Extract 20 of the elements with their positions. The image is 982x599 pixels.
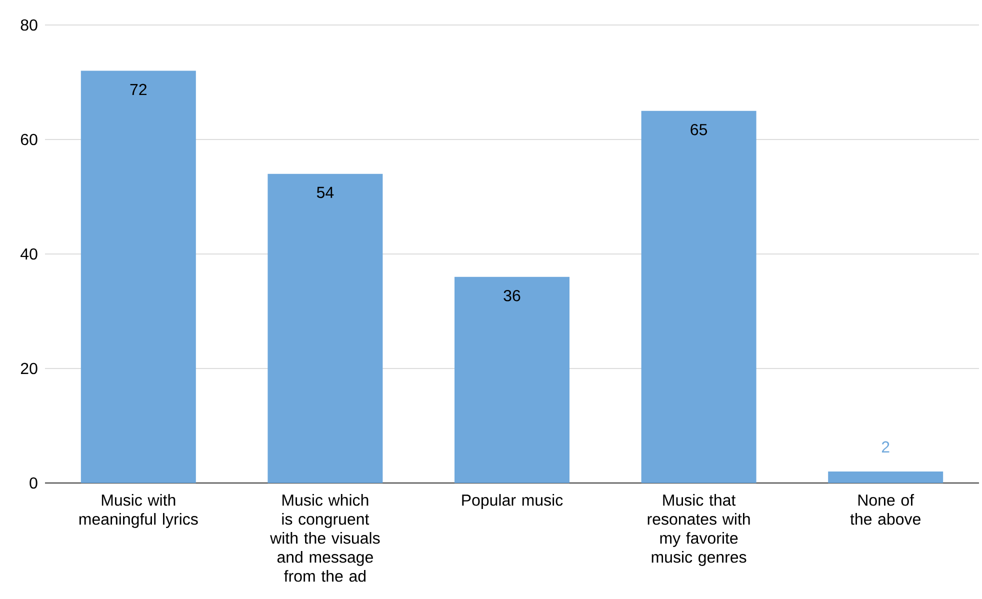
bar xyxy=(641,110,756,483)
y-tick-label: 80 xyxy=(20,19,38,31)
bar xyxy=(268,174,383,483)
data-label: 54 xyxy=(316,186,334,198)
bar xyxy=(828,472,944,483)
data-label: 72 xyxy=(130,84,146,96)
data-label: 65 xyxy=(690,124,708,136)
data-label: 2 xyxy=(882,441,890,452)
x-tick-label: None of the above xyxy=(850,494,920,525)
y-tick-label: 40 xyxy=(20,248,38,260)
bar xyxy=(454,276,570,483)
x-tick-label: Music with meaningful lyrics xyxy=(79,494,198,528)
y-tick-label: 0 xyxy=(30,477,38,489)
x-tick-label: Music that resonates with my favorite music genres xyxy=(648,494,750,566)
x-tick-label: Music which is congruent with the visuals and message from the ad xyxy=(270,494,380,582)
data-label: 36 xyxy=(504,290,520,302)
y-tick-label: 20 xyxy=(20,362,38,374)
bar xyxy=(80,70,196,483)
x-tick-label: Popular music xyxy=(462,494,563,509)
y-tick-label: 60 xyxy=(20,134,38,146)
